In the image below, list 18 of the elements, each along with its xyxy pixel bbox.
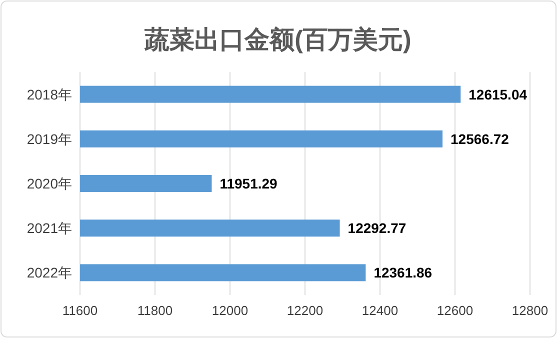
x-tick-label: 11600 (62, 303, 98, 318)
y-tick-label: 2022年 (26, 264, 72, 281)
data-label: 12361.86 (374, 264, 432, 281)
data-label: 12292.77 (348, 220, 406, 236)
data-label: 12566.72 (450, 130, 510, 147)
data-label: 11951.29 (220, 176, 278, 192)
x-tick-label: 12200 (286, 303, 324, 318)
x-tick-label: 12000 (212, 303, 248, 318)
y-tick-label: 2020年 (26, 176, 72, 192)
y-tick-label: 2021年 (26, 220, 72, 236)
y-tick-label: 2019年 (26, 130, 72, 147)
x-tick-label: 12400 (362, 303, 398, 318)
chart-title: 蔬菜出口金额(百万美元) (144, 26, 412, 54)
y-tick-label: 2018年 (26, 86, 72, 102)
x-tick-label: 11800 (137, 303, 173, 318)
x-tick-label: 12800 (512, 303, 548, 318)
x-tick-label: 12600 (436, 303, 474, 318)
data-label: 12615.04 (468, 86, 528, 102)
